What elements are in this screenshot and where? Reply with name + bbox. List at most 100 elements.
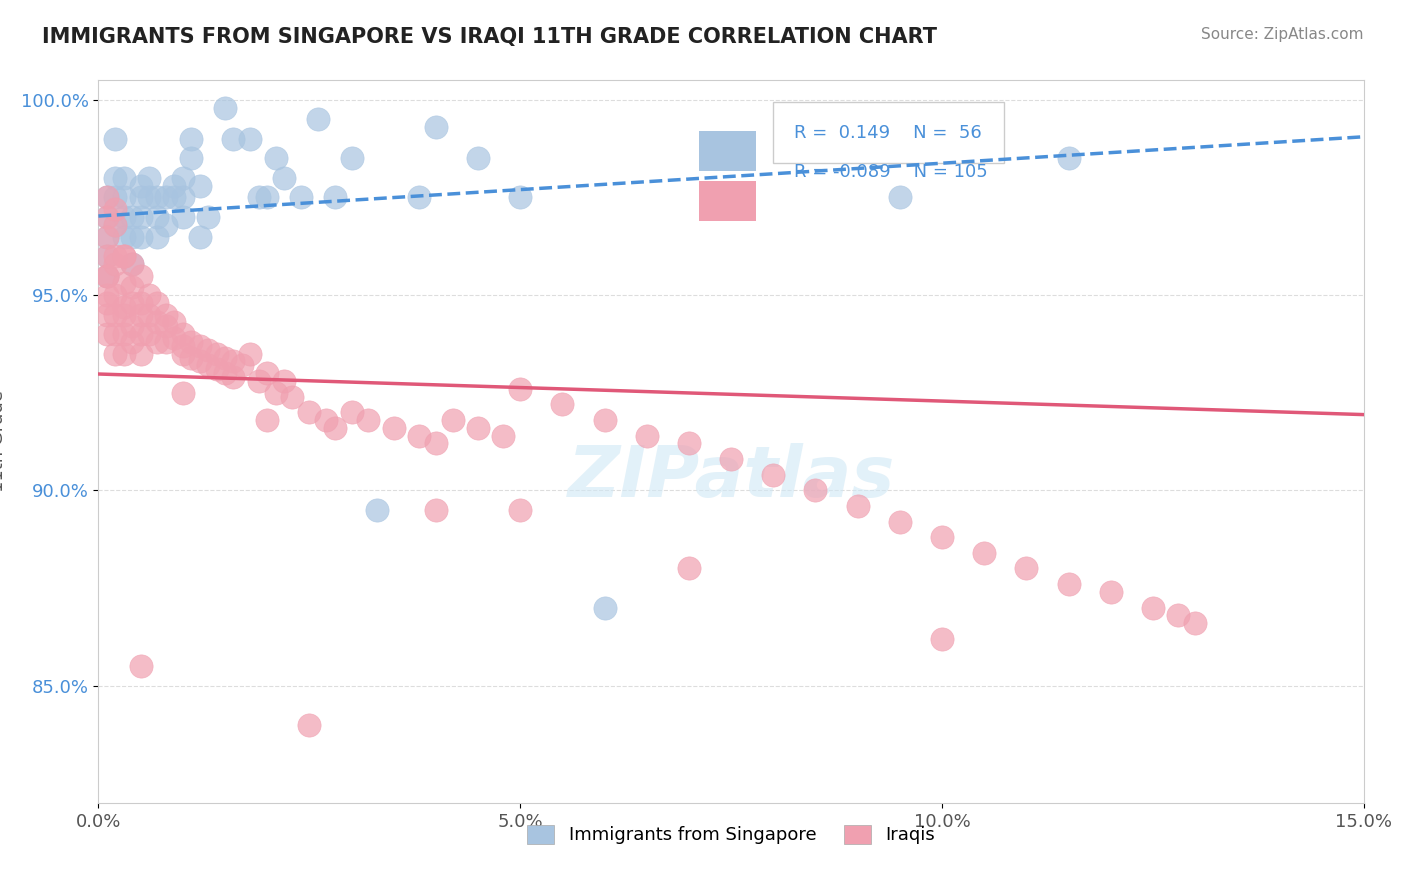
Point — [425, 436, 447, 450]
Point — [121, 210, 143, 224]
Point — [129, 178, 152, 193]
Point — [163, 178, 186, 193]
Point — [129, 327, 152, 342]
Point — [163, 315, 186, 329]
Point — [290, 190, 312, 204]
Point — [340, 152, 363, 166]
Point — [104, 132, 127, 146]
Point — [138, 288, 160, 302]
Point — [222, 132, 245, 146]
Point — [112, 170, 135, 185]
Point — [509, 503, 531, 517]
Point — [104, 218, 127, 232]
Point — [1142, 600, 1164, 615]
Point — [146, 296, 169, 310]
Point — [96, 268, 118, 283]
Point — [112, 229, 135, 244]
Point — [307, 112, 329, 127]
Point — [104, 346, 127, 360]
Point — [408, 428, 430, 442]
Point — [112, 210, 135, 224]
Point — [180, 132, 202, 146]
Point — [121, 257, 143, 271]
Point — [112, 249, 135, 263]
Point — [96, 327, 118, 342]
Point — [408, 190, 430, 204]
Point — [889, 515, 911, 529]
Point — [931, 530, 953, 544]
Point — [425, 503, 447, 517]
Point — [155, 218, 177, 232]
Point — [180, 334, 202, 349]
Point — [121, 280, 143, 294]
Text: R = -0.089    N = 105: R = -0.089 N = 105 — [794, 163, 988, 181]
Point — [214, 366, 236, 380]
Point — [129, 308, 152, 322]
Point — [104, 170, 127, 185]
Point — [172, 170, 194, 185]
Point — [129, 190, 152, 204]
Point — [1015, 561, 1038, 575]
Point — [846, 499, 869, 513]
Point — [104, 288, 127, 302]
Point — [889, 190, 911, 204]
Y-axis label: 11th Grade: 11th Grade — [0, 391, 7, 492]
Point — [247, 374, 270, 388]
Point — [129, 229, 152, 244]
Point — [188, 354, 211, 368]
Point — [172, 190, 194, 204]
Point — [678, 436, 700, 450]
Point — [155, 190, 177, 204]
Point — [205, 346, 228, 360]
Point — [172, 385, 194, 400]
Point — [129, 346, 152, 360]
Point — [264, 385, 287, 400]
Point — [467, 421, 489, 435]
Point — [155, 308, 177, 322]
Point — [382, 421, 405, 435]
Point — [112, 300, 135, 314]
Point — [1057, 152, 1080, 166]
Point — [188, 178, 211, 193]
Point — [96, 210, 118, 224]
Point — [112, 190, 135, 204]
Point — [129, 268, 152, 283]
Point — [96, 190, 118, 204]
Point — [112, 308, 135, 322]
Point — [96, 268, 118, 283]
Point — [1184, 616, 1206, 631]
Point — [96, 296, 118, 310]
Point — [138, 170, 160, 185]
Point — [146, 229, 169, 244]
Point — [273, 374, 295, 388]
Point — [121, 334, 143, 349]
Point — [172, 346, 194, 360]
Legend: Immigrants from Singapore, Iraqis: Immigrants from Singapore, Iraqis — [520, 818, 942, 852]
Point — [121, 319, 143, 334]
Point — [315, 413, 337, 427]
Text: IMMIGRANTS FROM SINGAPORE VS IRAQI 11TH GRADE CORRELATION CHART: IMMIGRANTS FROM SINGAPORE VS IRAQI 11TH … — [42, 27, 938, 46]
FancyBboxPatch shape — [699, 131, 756, 170]
Point — [129, 659, 152, 673]
Point — [146, 334, 169, 349]
Point — [121, 229, 143, 244]
Point — [340, 405, 363, 419]
Point — [138, 308, 160, 322]
Point — [104, 218, 127, 232]
Point — [96, 288, 118, 302]
Point — [239, 132, 262, 146]
Point — [366, 503, 388, 517]
Point — [1099, 585, 1122, 599]
Point — [509, 382, 531, 396]
Point — [323, 421, 346, 435]
Point — [146, 210, 169, 224]
Point — [256, 366, 278, 380]
Point — [509, 190, 531, 204]
Point — [129, 210, 152, 224]
Point — [96, 229, 118, 244]
Point — [121, 296, 143, 310]
Point — [155, 319, 177, 334]
Point — [96, 249, 118, 263]
Point — [298, 405, 321, 419]
Point — [155, 334, 177, 349]
